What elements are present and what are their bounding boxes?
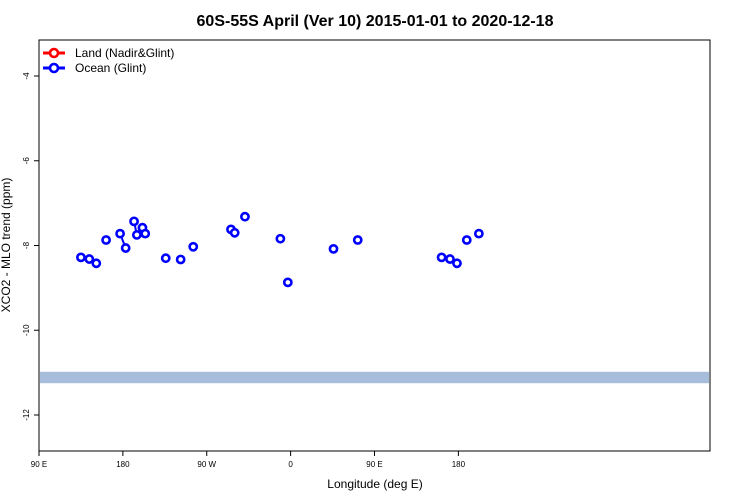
chart-title: 60S-55S April (Ver 10) 2015-01-01 to 202… [197,13,554,30]
data-point [275,233,286,244]
data-point [84,254,95,264]
x-tick-label: 90 E [366,460,382,469]
legend: Land (Nadir&Glint)Ocean (Glint) [43,46,174,75]
data-point [129,216,139,227]
data-point [160,253,171,264]
data-point [282,277,293,288]
data-point [328,243,339,254]
data-point [140,228,151,239]
reference-band [40,371,709,384]
y-tick-label: -4 [22,72,31,80]
data-point [452,258,462,269]
x-tick-label: 0 [288,460,293,469]
data-point [445,254,455,264]
data-point [436,252,447,263]
x-tick-label: 90 W [197,460,216,469]
data-point [229,227,240,238]
x-tick-label: 90 E [31,460,47,469]
x-axis-label: Longitude (deg E) [327,477,422,491]
data-point [120,243,131,253]
data-point [115,228,125,239]
plot-frame [38,39,711,452]
y-axis: -4 -6 -8 -10 -12 [22,72,39,421]
plot-area [40,211,709,384]
x-tick-label: 180 [116,460,130,469]
data-point [352,235,363,245]
data-point [188,241,199,252]
data-point [101,235,111,245]
legend-entry-label: Ocean (Glint) [75,61,146,75]
x-axis: 90 E 180 90 W 0 90 E 180 [31,451,466,469]
x-tick-label: 180 [452,460,466,469]
data-point [175,254,186,265]
data-point [91,258,102,269]
data-point [461,235,472,245]
y-tick-label: -6 [22,157,31,165]
data-point [240,211,250,222]
data-point [131,230,142,240]
legend-marker [48,62,60,74]
data-point [473,228,484,239]
y-tick-label: -10 [22,324,31,336]
legend-marker [48,47,60,59]
y-tick-label: -12 [22,409,31,421]
data-point [76,252,86,263]
y-axis-label: XCO2 - MLO trend (ppm) [0,178,13,313]
legend-entry-label: Land (Nadir&Glint) [75,46,174,60]
y-tick-label: -8 [22,241,31,249]
